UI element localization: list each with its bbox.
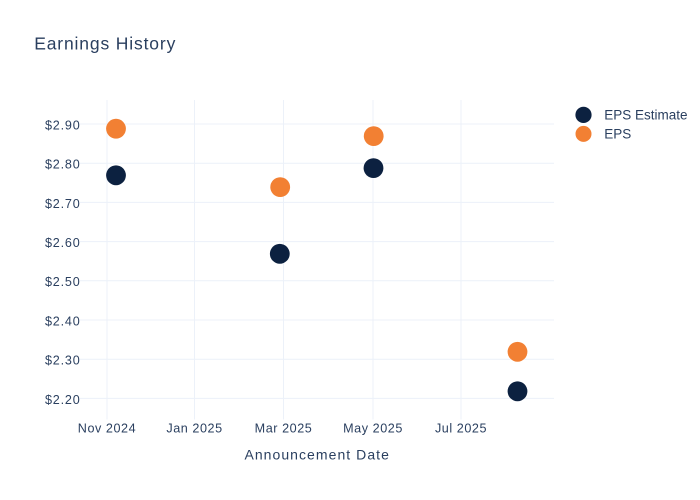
svg-text:EPS: EPS xyxy=(604,127,631,142)
svg-text:Jul 2025: Jul 2025 xyxy=(435,422,487,436)
svg-text:Mar 2025: Mar 2025 xyxy=(255,422,313,436)
svg-text:$2.50: $2.50 xyxy=(45,275,81,289)
svg-text:$2.90: $2.90 xyxy=(45,118,81,132)
svg-text:May 2025: May 2025 xyxy=(343,422,403,436)
svg-text:Jan 2025: Jan 2025 xyxy=(166,422,222,436)
svg-text:$2.80: $2.80 xyxy=(45,158,81,172)
svg-text:EPS Estimate: EPS Estimate xyxy=(604,108,687,123)
svg-text:$2.40: $2.40 xyxy=(45,314,81,328)
svg-text:Announcement Date: Announcement Date xyxy=(244,447,390,463)
svg-text:$2.70: $2.70 xyxy=(45,197,81,211)
svg-text:$2.30: $2.30 xyxy=(45,354,81,368)
svg-text:$2.60: $2.60 xyxy=(45,236,81,250)
svg-text:Nov 2024: Nov 2024 xyxy=(78,422,136,436)
svg-text:Earnings History: Earnings History xyxy=(34,34,176,54)
svg-text:$2.20: $2.20 xyxy=(45,393,81,407)
